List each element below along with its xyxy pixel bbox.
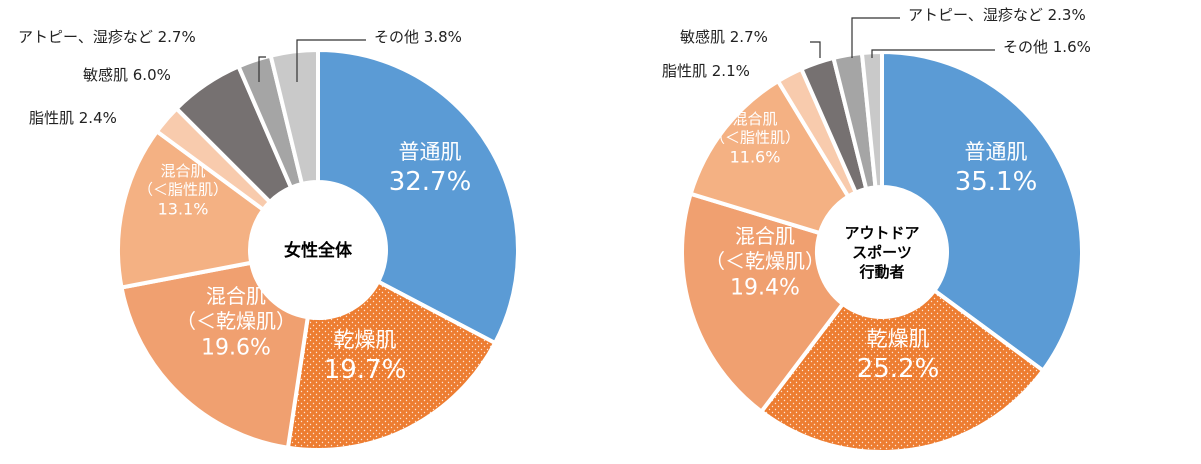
data-label: 19.4%	[730, 276, 800, 301]
pie-slice-1	[316, 48, 520, 346]
data-label: 普通肌	[399, 140, 462, 164]
data-label: 乾燥肌	[334, 328, 397, 352]
pie-slice-1	[880, 50, 1084, 373]
data-label: その他 1.6%	[1003, 38, 1091, 56]
data-label: 乾燥肌	[867, 327, 930, 351]
leader-line	[258, 56, 266, 82]
chart-title: 女性全体	[284, 240, 353, 261]
data-label: 混合肌	[206, 284, 266, 308]
data-label: 混合肌	[732, 110, 777, 128]
data-label: アトピー、湿疹など 2.3%	[908, 6, 1086, 24]
chart-title: アウトドア	[844, 224, 919, 242]
leader-line	[871, 49, 995, 58]
data-label: （＜乾燥肌）	[176, 309, 296, 333]
pie-slice-4	[116, 129, 266, 290]
data-label: 混合肌	[160, 162, 205, 180]
data-label: （＜脂性肌）	[138, 181, 228, 199]
leader-line	[851, 17, 900, 58]
leader-line	[810, 41, 821, 58]
data-label: 脂性肌 2.1%	[662, 62, 750, 80]
data-label: 32.7%	[389, 167, 472, 197]
data-label: 敏感肌 2.7%	[680, 28, 768, 46]
data-label: （＜乾燥肌）	[705, 249, 825, 273]
data-label: その他 3.8%	[374, 28, 462, 46]
data-label: 普通肌	[965, 140, 1028, 164]
pie-slice-4	[688, 79, 851, 236]
data-label: 混合肌	[735, 224, 795, 248]
pie-slice-8	[268, 48, 320, 186]
data-label: （＜脂性肌）	[710, 129, 800, 147]
leader-line	[296, 39, 366, 82]
pie-chart-women-overall: 普通肌32.7%乾燥肌19.7%混合肌（＜乾燥肌）19.6%混合肌（＜脂性肌）1…	[18, 28, 520, 452]
chart-title: スポーツ	[852, 243, 912, 261]
pie-slice-2	[285, 279, 498, 452]
data-label: 脂性肌 2.4%	[29, 109, 117, 127]
data-label: アトピー、湿疹など 2.7%	[18, 28, 196, 46]
pie-slice-8	[859, 50, 884, 190]
data-label: 11.6%	[730, 147, 781, 166]
data-label: 19.6%	[201, 336, 271, 361]
pie-chart-outdoor-sports: 普通肌35.1%乾燥肌25.2%混合肌（＜乾燥肌）19.4%混合肌（＜脂性肌）1…	[662, 6, 1091, 454]
pie-slice-3	[119, 260, 310, 450]
data-label: 25.2%	[857, 354, 940, 384]
chart-title: 行動者	[858, 263, 904, 281]
data-label: 敏感肌 6.0%	[83, 66, 171, 84]
data-label: 19.7%	[324, 355, 407, 385]
data-label: 13.1%	[158, 199, 209, 218]
data-label: 35.1%	[955, 167, 1038, 197]
pie-slice-3	[680, 191, 845, 414]
pie-slice-2	[759, 288, 1046, 454]
